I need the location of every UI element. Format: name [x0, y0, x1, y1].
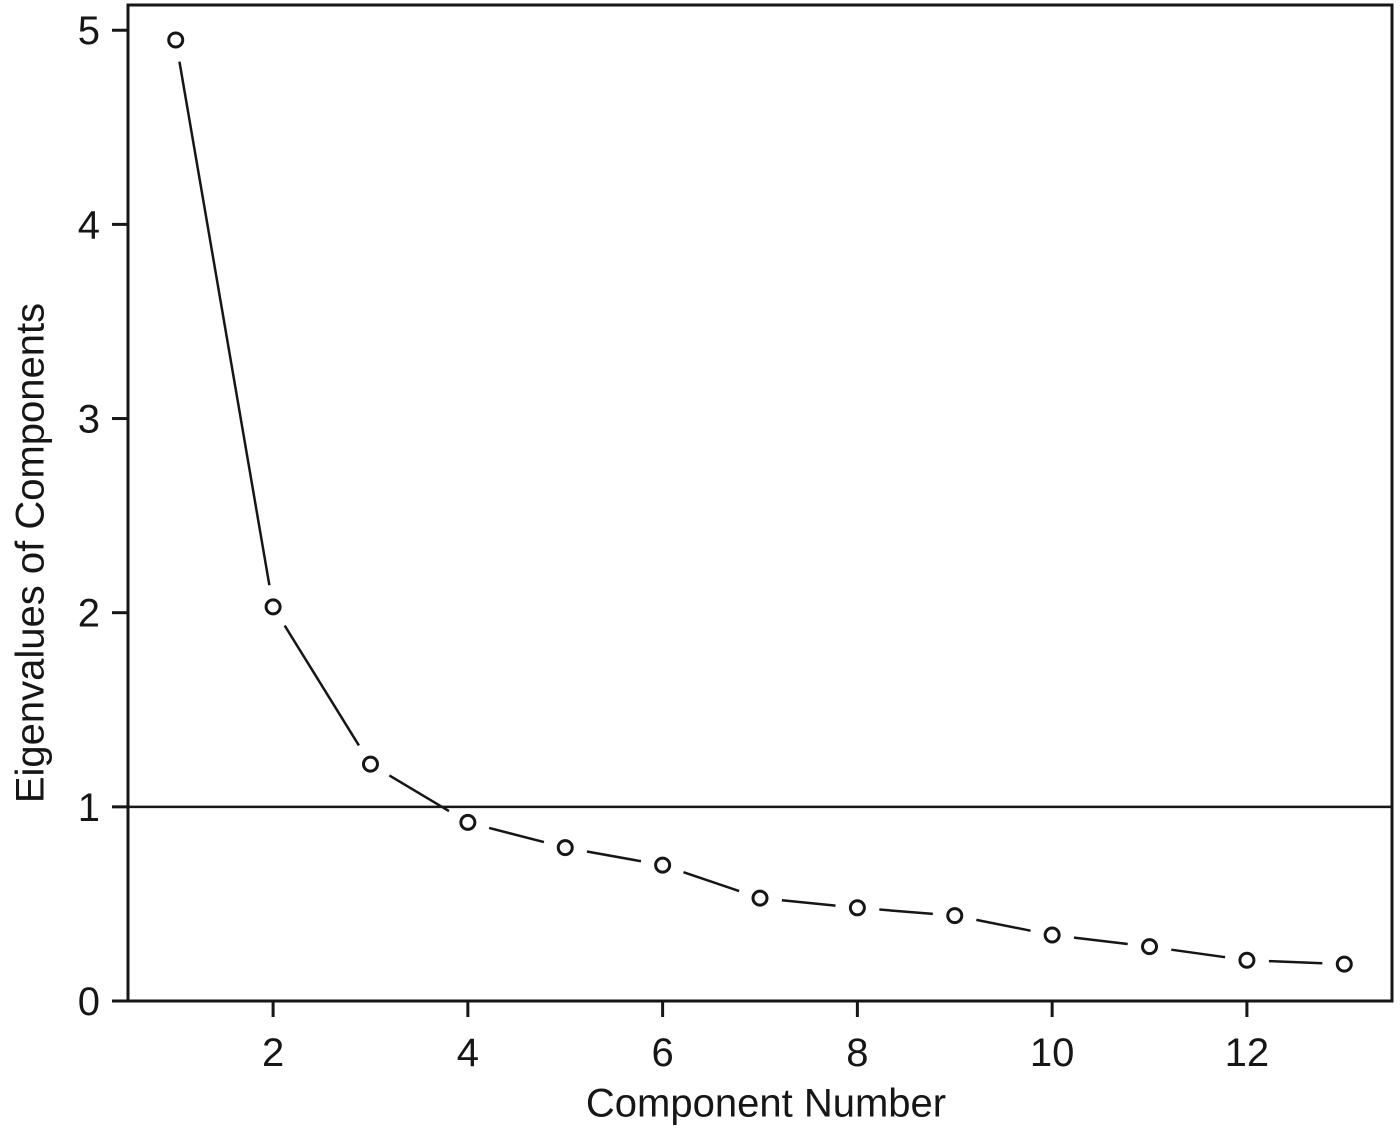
data-point-marker [751, 889, 769, 907]
x-tick-label: 6 [651, 1031, 673, 1075]
x-tick-label: 4 [457, 1031, 479, 1075]
series-line-segment [488, 826, 545, 844]
series-line-segment [683, 870, 740, 893]
series-line-segment [781, 899, 836, 907]
y-tick-label: 1 [78, 786, 100, 830]
series-line-segment [1171, 948, 1226, 959]
y-tick-label: 2 [78, 592, 100, 636]
series-line-segment [388, 774, 450, 813]
series-line-segment [879, 908, 933, 916]
series-line-segment [1268, 959, 1323, 965]
data-point-marker [848, 899, 866, 917]
y-tick-label: 0 [78, 980, 100, 1024]
series-line-segment [283, 624, 360, 747]
x-tick-label: 10 [1030, 1031, 1075, 1075]
x-tick-label: 2 [262, 1031, 284, 1075]
series-line-segment [178, 61, 271, 586]
data-point-marker [556, 839, 574, 857]
x-tick-label: 8 [846, 1031, 868, 1075]
series-line-segment [976, 918, 1031, 932]
x-tick-label: 12 [1225, 1031, 1270, 1075]
data-point-marker [946, 907, 964, 925]
data-point-marker [459, 813, 477, 831]
data-point-marker [1335, 955, 1353, 973]
series-line-segment [1073, 936, 1128, 946]
x-axis-title: Component Number [585, 1081, 947, 1126]
data-point-marker [654, 856, 672, 874]
plot-border [126, 3, 1394, 1003]
data-point-marker [1043, 926, 1061, 944]
data-point-marker [167, 31, 185, 49]
y-axis-title: Eigenvalues of Components [8, 302, 53, 804]
data-point-marker [1238, 951, 1256, 969]
data-point-marker [264, 598, 282, 616]
y-tick-label: 3 [78, 398, 100, 442]
series-line-segment [586, 850, 642, 863]
y-tick-label: 4 [78, 203, 100, 247]
y-tick-label: 5 [78, 9, 100, 53]
data-point-marker [1141, 938, 1159, 956]
data-point-marker [361, 755, 379, 773]
